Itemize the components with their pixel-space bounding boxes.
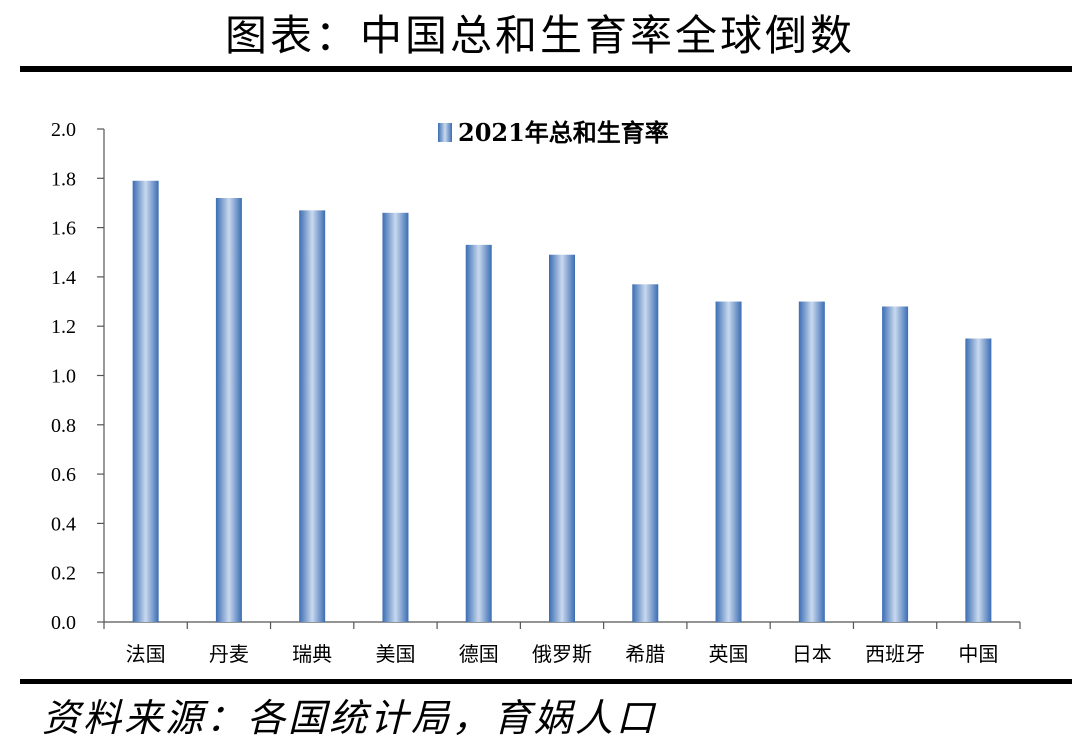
y-tick-label: 1.6: [51, 218, 76, 240]
x-tick-label: 丹麦: [209, 642, 249, 666]
legend-swatch: [438, 123, 452, 142]
y-tick-label: 0.4: [51, 513, 76, 535]
x-tick-label: 中国: [958, 642, 998, 666]
x-tick-labels: 法国 丹麦 瑞典 美国 德国 俄罗斯 希腊 英国 日本 西班牙 中国: [126, 642, 999, 666]
source-note: 资料来源：各国统计局，育娲人口: [42, 696, 658, 740]
legend: 2021年总和生育率: [438, 118, 669, 147]
y-tick-label: 2.0: [51, 119, 76, 141]
bar: [798, 301, 825, 622]
x-tick-label: 西班牙: [865, 642, 925, 666]
y-tick-label: 0.6: [51, 464, 76, 486]
y-tick-label: 1.8: [51, 168, 76, 190]
x-tick-label: 德国: [459, 642, 499, 666]
y-tick-label: 0.0: [51, 612, 76, 634]
legend-label: 2021年总和生育率: [458, 118, 669, 147]
title-divider: [20, 66, 1072, 72]
y-tick-label: 1.4: [51, 267, 76, 289]
y-tick-label: 0.2: [51, 563, 76, 585]
bar: [132, 180, 159, 622]
chart-title: 图表：中国总和生育率全球倒数: [224, 11, 855, 60]
x-tick-label: 法国: [126, 642, 166, 666]
bar: [299, 210, 326, 622]
bar: [465, 244, 492, 623]
y-tick-label: 0.8: [51, 415, 76, 437]
x-tick-label: 瑞典: [292, 642, 332, 666]
bar: [882, 306, 909, 622]
x-tick-label: 英国: [709, 642, 749, 666]
bar: [215, 198, 242, 622]
bar: [715, 301, 742, 622]
y-tick-labels: 0.0 0.2 0.4 0.6 0.8 1.0 1.2 1.4 1.6 1.8 2.0: [51, 119, 76, 634]
x-tick-label: 希腊: [625, 642, 665, 666]
bars: [132, 180, 992, 623]
bar-chart: 0.0 0.2 0.4 0.6 0.8 1.0 1.2 1.4 1.6 1.8 2.0 法国 丹麦 瑞典…: [51, 118, 1021, 666]
y-tick-label: 1.0: [51, 366, 76, 388]
source-divider: [20, 679, 1072, 684]
bar: [965, 338, 992, 622]
x-tick-label: 俄罗斯: [532, 642, 592, 666]
bar: [549, 254, 575, 622]
y-tick-label: 1.2: [51, 316, 76, 338]
x-tick-label: 美国: [375, 642, 415, 666]
x-tick-label: 日本: [792, 642, 832, 666]
bar: [632, 284, 659, 622]
bar: [382, 212, 409, 622]
